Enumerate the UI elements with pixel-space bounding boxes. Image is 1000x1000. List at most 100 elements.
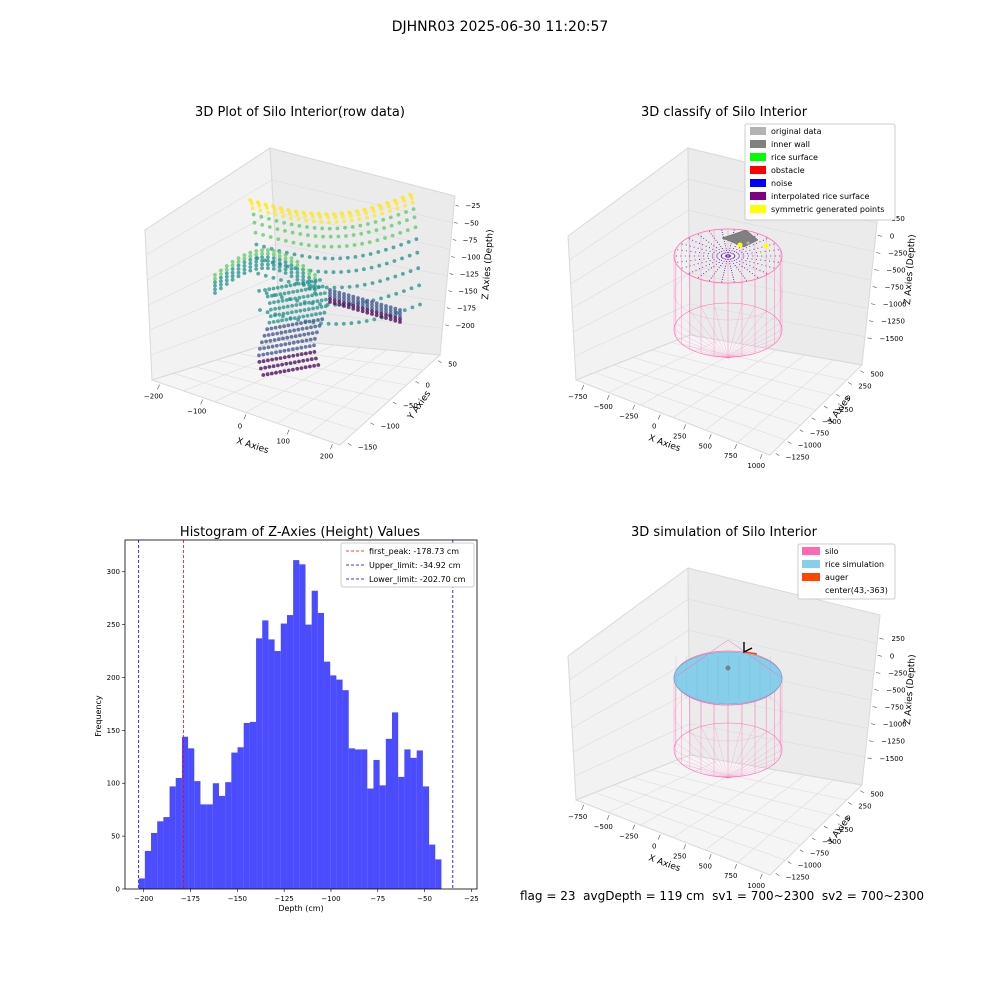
raw-point: [224, 267, 229, 272]
grid-line: [670, 762, 847, 801]
raw-point: [347, 285, 352, 289]
raw-point: [254, 242, 259, 247]
raw-point: [248, 261, 253, 266]
raw-point: [294, 309, 299, 314]
raw-point: [277, 306, 282, 310]
raw-point: [277, 254, 282, 259]
silo-surface-dot: [722, 276, 724, 278]
silo-surface-dot: [703, 252, 705, 254]
raw-point: [258, 346, 262, 351]
hist-ylabel: Frequency: [94, 695, 103, 737]
raw-point: [287, 341, 292, 346]
silo-surface-dot: [739, 263, 740, 265]
raw-point: [266, 266, 270, 270]
silo-surface-dot: [774, 255, 776, 257]
silo-surface-dot: [757, 263, 759, 265]
raw-point: [281, 336, 285, 341]
grid-line: [275, 243, 448, 276]
raw-point: [295, 277, 300, 282]
hist-bar: [373, 759, 380, 889]
raw-title: 3D Plot of Silo Interior(row data): [195, 105, 405, 120]
silo-surface-dot: [681, 261, 683, 263]
silo-surface-dot: [707, 257, 709, 259]
raw-point: [283, 263, 288, 268]
silo-surface-dot: [709, 247, 710, 249]
panel-simulation-3d: 3D simulation of Silo Interior −750−500−…: [567, 525, 918, 890]
silo-surface-dot: [693, 246, 695, 248]
footer-sv1: sv1 = 700~2300: [712, 889, 815, 903]
silo-surface-dot: [741, 265, 743, 267]
grid-line: [279, 307, 443, 329]
raw-point: [242, 260, 247, 265]
raw-point: [275, 285, 280, 290]
classify-legend-label: original data: [771, 127, 822, 136]
silo-surface-dot: [723, 260, 725, 262]
raw-point: [326, 321, 331, 326]
raw-point: [342, 295, 346, 299]
hist-bar: [256, 638, 263, 889]
raw-point: [328, 291, 332, 295]
raw-point: [403, 203, 407, 208]
grid-line: [571, 241, 690, 309]
raw-point: [263, 365, 268, 370]
raw-point: [273, 212, 278, 217]
silo-surface-dot: [721, 229, 723, 231]
classify-legend-swatch: [750, 192, 766, 200]
raw-point: [324, 297, 328, 302]
classify-silo-wireframe: [673, 228, 783, 359]
silo-surface-dot: [731, 260, 733, 262]
raw-x-ticks: −200 −100 0 100 200: [144, 384, 333, 460]
raw-point: [267, 365, 272, 369]
raw-point: [291, 367, 295, 372]
raw-point: [281, 214, 286, 219]
hist-bar: [385, 738, 392, 889]
silo-surface-dot: [766, 238, 768, 240]
cls-y-tick-mark: [811, 417, 816, 421]
silo-surface-dot: [737, 252, 739, 254]
raw-point: [295, 353, 300, 357]
silo-surface-dot: [705, 265, 707, 267]
raw-point: [328, 234, 333, 239]
raw-z-tick-label: −100: [461, 253, 480, 261]
grid-line: [688, 630, 875, 672]
silo-surface-dot: [733, 262, 735, 264]
raw-point: [276, 363, 280, 368]
raw-point: [270, 293, 274, 298]
silo-surface-dot: [747, 255, 749, 257]
raw-point: [333, 215, 338, 220]
raw-point: [365, 304, 370, 309]
hist-bar: [200, 804, 207, 889]
silo-cone-line: [727, 322, 781, 359]
cls-x-tick-label: 1000: [747, 462, 765, 470]
raw-point: [257, 289, 261, 293]
silo-surface-dot: [717, 269, 719, 271]
raw-point: [410, 200, 415, 205]
raw-point: [351, 297, 356, 302]
raw-x-tick-label: −200: [144, 393, 163, 401]
raw-point: [283, 342, 288, 347]
raw-point: [295, 346, 299, 351]
hist-x-ticks: −200 −175 −150 −125 −100 −75 −50 −25: [134, 889, 479, 903]
hist-xtick-label: −150: [228, 895, 247, 903]
classify-legend-swatch: [750, 140, 766, 148]
sim-y-tick-label: −500: [822, 838, 841, 846]
raw-point: [334, 220, 339, 224]
silo-surface-dot: [684, 255, 686, 257]
classify-legend-label: noise: [771, 179, 792, 188]
raw-point: [374, 301, 379, 306]
silo-surface-dot: [742, 248, 744, 250]
silo-surface-dot: [722, 274, 724, 276]
silo-surface-dot: [686, 260, 687, 262]
raw-point: [296, 327, 301, 332]
silo-surface-dot: [695, 241, 697, 243]
silo-surface-dot: [729, 258, 731, 260]
raw-point: [219, 272, 223, 276]
silo-surface-dot: [733, 250, 735, 252]
hist-bar: [280, 623, 287, 889]
raw-point: [283, 271, 288, 275]
raw-point: [266, 210, 270, 215]
raw-point: [261, 352, 266, 357]
hist-bar: [169, 786, 176, 889]
suptitle: DJHNR03 2025-06-30 11:20:57: [392, 19, 609, 35]
